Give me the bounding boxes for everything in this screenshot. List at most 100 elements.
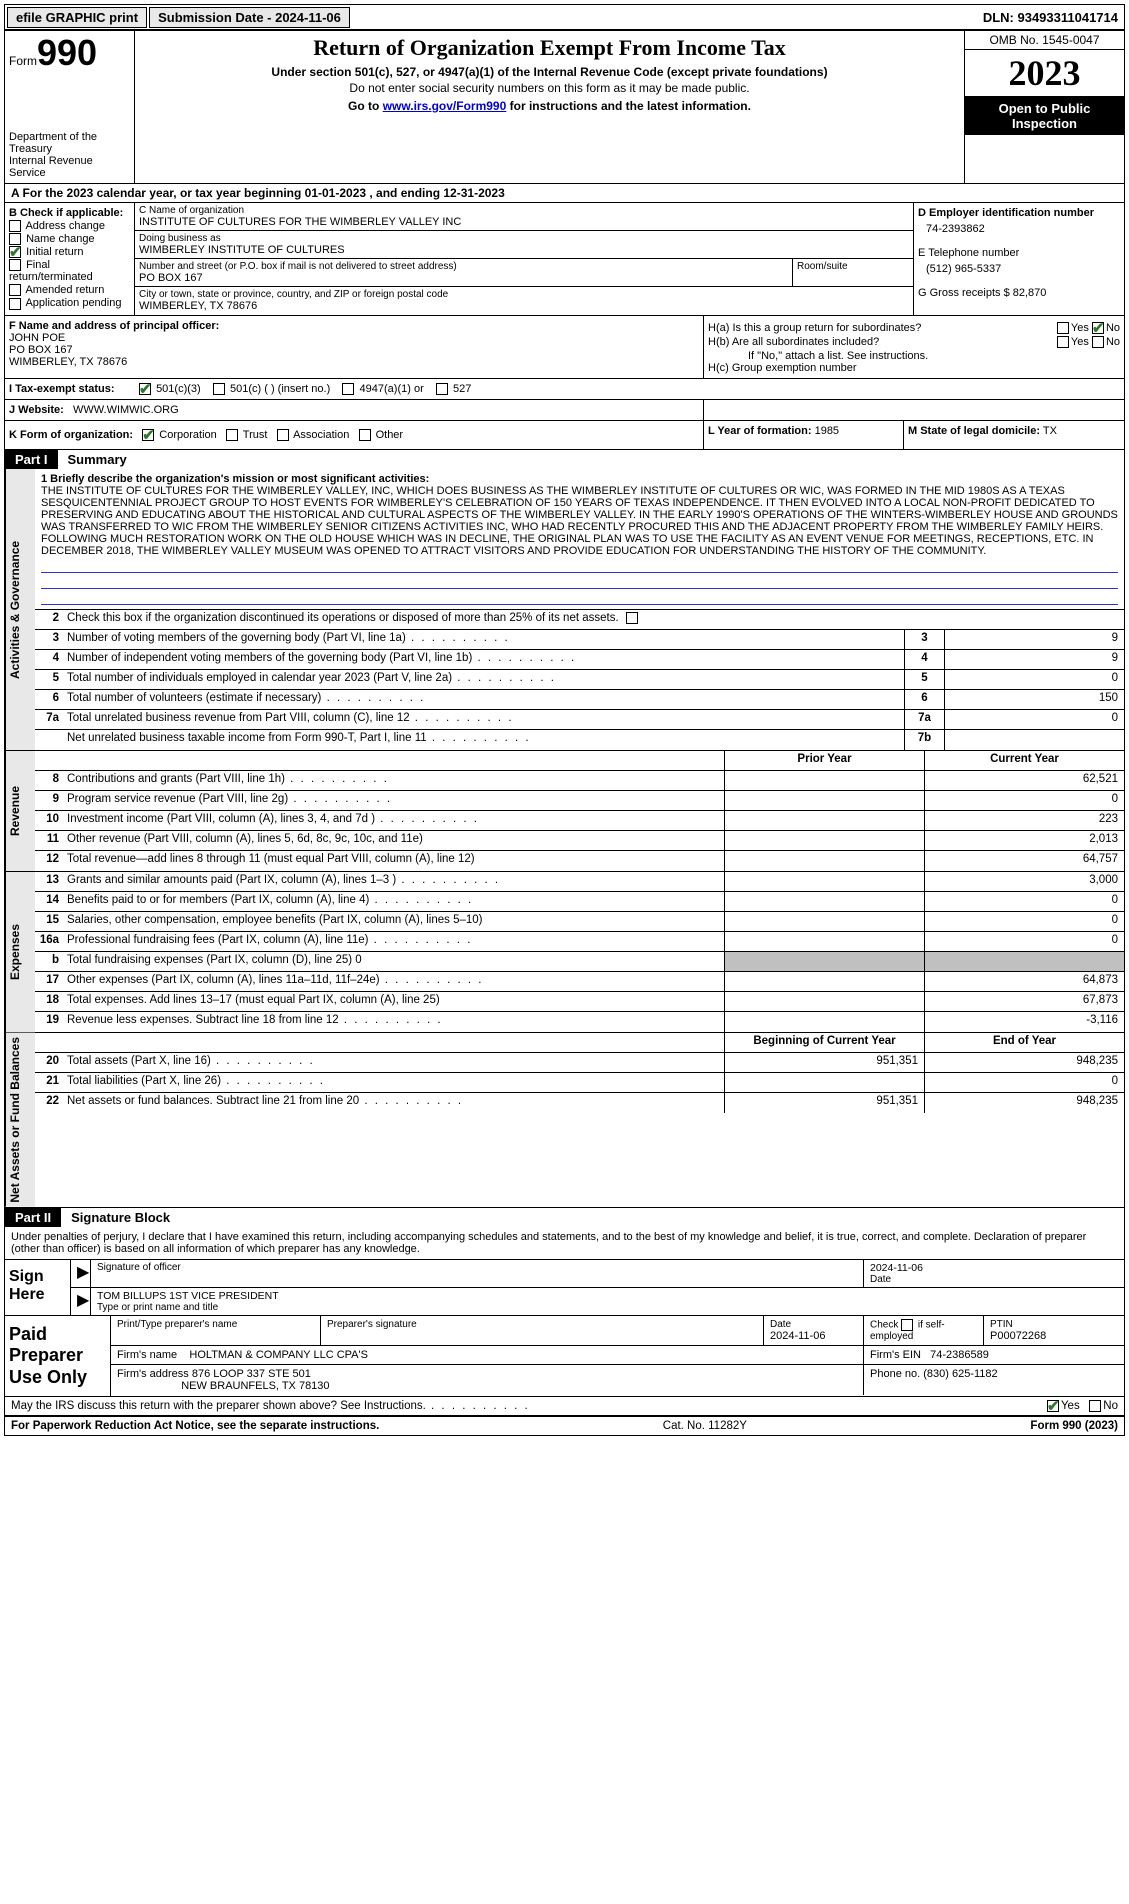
f-label: F Name and address of principal officer: xyxy=(9,320,699,332)
officer-printed-name: TOM BILLUPS 1ST VICE PRESIDENT xyxy=(97,1290,1118,1302)
city-value: WIMBERLEY, TX 78676 xyxy=(139,300,909,312)
hb-yes-lbl: Yes xyxy=(1071,336,1089,348)
discuss-yes[interactable] xyxy=(1047,1400,1059,1412)
tel-value: (512) 965-5337 xyxy=(926,263,1120,275)
row22-desc: Net assets or fund balances. Subtract li… xyxy=(63,1093,724,1113)
row2-desc: Check this box if the organization disco… xyxy=(67,612,619,624)
chk-assoc[interactable] xyxy=(277,429,289,441)
header-middle: Return of Organization Exempt From Incom… xyxy=(135,31,964,183)
dba-value: WIMBERLEY INSTITUTE OF CULTURES xyxy=(139,244,909,256)
row18-val: 67,873 xyxy=(924,992,1124,1011)
row11-val: 2,013 xyxy=(924,831,1124,850)
ein-value: 74-2393862 xyxy=(926,223,1120,235)
current-year-hdr: Current Year xyxy=(924,751,1124,770)
ein-label: D Employer identification number xyxy=(918,207,1120,219)
firm-name-lbl: Firm's name xyxy=(117,1349,177,1361)
row21-desc: Total liabilities (Part X, line 26) xyxy=(63,1073,724,1092)
chk-amended[interactable] xyxy=(9,284,21,296)
header-left: Form 990 Department of the Treasury Inte… xyxy=(5,31,135,183)
row19-desc: Revenue less expenses. Subtract line 18 … xyxy=(63,1012,724,1032)
mission-block: 1 Briefly describe the organization's mi… xyxy=(35,469,1124,610)
header-right: OMB No. 1545-0047 2023 Open to Public In… xyxy=(964,31,1124,183)
irs-link[interactable]: www.irs.gov/Form990 xyxy=(383,99,507,113)
section-h: H(a) Is this a group return for subordin… xyxy=(704,316,1124,378)
row3-desc: Number of voting members of the governin… xyxy=(63,630,904,649)
row13-desc: Grants and similar amounts paid (Part IX… xyxy=(63,872,724,891)
prep-date-val: 2024-11-06 xyxy=(770,1330,857,1342)
sig-date-lbl: Date xyxy=(870,1274,1118,1285)
chk-trust[interactable] xyxy=(226,429,238,441)
officer-name: JOHN POE xyxy=(9,332,699,344)
department-label: Department of the Treasury Internal Reve… xyxy=(9,131,130,179)
dba-label: Doing business as xyxy=(139,233,909,244)
ha-no[interactable] xyxy=(1092,322,1104,334)
chk-501c[interactable] xyxy=(213,383,225,395)
gross-value: 82,870 xyxy=(1013,287,1047,299)
lbl-initial: Initial return xyxy=(26,246,83,258)
chk-selfemployed[interactable] xyxy=(901,1319,913,1331)
hb-no-lbl: No xyxy=(1106,336,1120,348)
signature-block: Sign Here ▶ Signature of officer 2024-11… xyxy=(5,1260,1124,1316)
form-990-page: efile GRAPHIC print Submission Date - 20… xyxy=(4,4,1125,1436)
discuss-no[interactable] xyxy=(1089,1400,1101,1412)
part1-label: Part I xyxy=(5,450,58,469)
row9-val: 0 xyxy=(924,791,1124,810)
lbl-527: 527 xyxy=(453,383,471,395)
omb-number: OMB No. 1545-0047 xyxy=(965,31,1124,50)
tax-year: 2023 xyxy=(965,50,1124,97)
row16a-desc: Professional fundraising fees (Part IX, … xyxy=(63,932,724,951)
street-label: Number and street (or P.O. box if mail i… xyxy=(139,261,788,272)
efile-print-button[interactable]: efile GRAPHIC print xyxy=(7,7,147,28)
row4-val: 9 xyxy=(944,650,1124,669)
goto-pre: Go to xyxy=(348,99,383,113)
chk-initial[interactable] xyxy=(9,246,21,258)
row22-valb: 948,235 xyxy=(924,1093,1124,1113)
revenue-tab: Revenue xyxy=(5,751,35,871)
chk-corp[interactable] xyxy=(142,429,154,441)
row5-desc: Total number of individuals employed in … xyxy=(63,670,904,689)
governance-tab: Activities & Governance xyxy=(5,469,35,750)
ha-yes-lbl: Yes xyxy=(1071,322,1089,334)
chk-discontinued[interactable] xyxy=(626,612,638,624)
chk-address[interactable] xyxy=(9,220,21,232)
chk-other[interactable] xyxy=(359,429,371,441)
chk-501c3[interactable] xyxy=(139,383,151,395)
hc-label: H(c) Group exemption number xyxy=(708,362,1120,374)
form-subtitle-2: Do not enter social security numbers on … xyxy=(139,81,960,95)
prep-selfemp-lbl: Check xyxy=(870,1319,901,1330)
row21-valb: 0 xyxy=(924,1073,1124,1092)
row10-desc: Investment income (Part VIII, column (A)… xyxy=(63,811,724,830)
row21-vala xyxy=(724,1073,924,1092)
hb-yes[interactable] xyxy=(1057,336,1069,348)
hb-no[interactable] xyxy=(1092,336,1104,348)
discuss-row: May the IRS discuss this return with the… xyxy=(5,1397,1124,1417)
row12-val: 64,757 xyxy=(924,851,1124,871)
row11-desc: Other revenue (Part VIII, column (A), li… xyxy=(63,831,724,850)
lbl-address: Address change xyxy=(25,220,105,232)
website-value: WWW.WIMWIC.ORG xyxy=(73,404,179,416)
form-subtitle-1: Under section 501(c), 527, or 4947(a)(1)… xyxy=(139,65,960,79)
lbl-final: Final return/terminated xyxy=(9,259,93,283)
discuss-yes-lbl: Yes xyxy=(1061,1400,1080,1412)
part1-header: Part I Summary xyxy=(5,450,1124,469)
ptin-lbl: PTIN xyxy=(990,1319,1118,1330)
lbl-other: Other xyxy=(376,429,404,441)
row16a-val: 0 xyxy=(924,932,1124,951)
part2-name: Signature Block xyxy=(61,1208,180,1227)
ha-yes[interactable] xyxy=(1057,322,1069,334)
begin-year-hdr: Beginning of Current Year xyxy=(724,1033,924,1052)
officer-city: WIMBERLEY, TX 78676 xyxy=(9,356,699,368)
governance-section: Activities & Governance 1 Briefly descri… xyxy=(5,469,1124,751)
chk-527[interactable] xyxy=(436,383,448,395)
chk-4947[interactable] xyxy=(342,383,354,395)
section-b: B Check if applicable: Address change Na… xyxy=(5,203,135,315)
row7b-val xyxy=(944,730,1124,750)
city-label: City or town, state or province, country… xyxy=(139,289,909,300)
chk-final[interactable] xyxy=(9,259,21,271)
lbl-501c3: 501(c)(3) xyxy=(156,383,201,395)
prep-date-lbl: Date xyxy=(770,1319,857,1330)
row18-desc: Total expenses. Add lines 13–17 (must eq… xyxy=(63,992,724,1011)
org-name-label: C Name of organization xyxy=(139,205,909,216)
row10-val: 223 xyxy=(924,811,1124,830)
chk-app[interactable] xyxy=(9,298,21,310)
